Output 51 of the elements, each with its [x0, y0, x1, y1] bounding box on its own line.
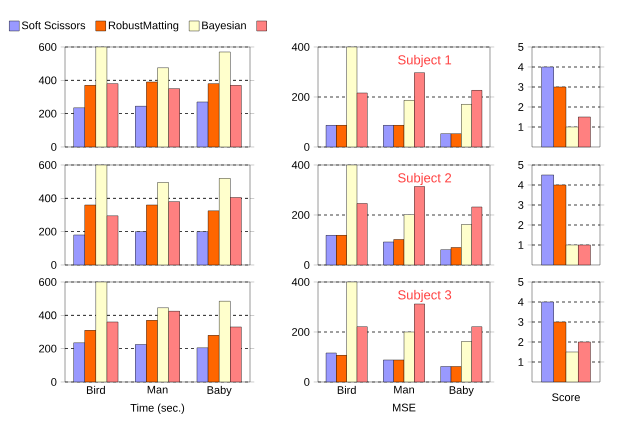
y-tick-label: 4	[518, 63, 524, 71]
x-tick-label: Man	[148, 386, 168, 394]
y-tick-label: 2	[518, 103, 524, 111]
y-tick-label: 400	[38, 194, 56, 202]
y-tick-label: 0	[304, 261, 310, 269]
y-tick-label: 200	[292, 211, 310, 219]
x-axis-title: Time (sec.)	[130, 404, 184, 414]
y-tick-label: 200	[292, 93, 310, 101]
y-tick-label: 400	[292, 161, 310, 169]
y-tick-label: 1	[518, 241, 524, 249]
y-tick-label: 600	[39, 278, 56, 286]
x-tick-label: Bird	[338, 386, 356, 394]
y-tick-label: 2	[518, 221, 524, 229]
x-tick-label: Bird	[86, 386, 105, 394]
y-tick-label: 4	[518, 181, 524, 189]
y-tick-label: 200	[39, 110, 56, 118]
annotation: Subject 3	[398, 290, 452, 302]
y-tick-label: 0	[304, 378, 310, 386]
y-tick-label: 0	[51, 378, 56, 386]
legend-label: Bayesian	[202, 21, 246, 32]
y-tick-label: 4	[518, 298, 524, 306]
y-tick-label: 5	[518, 43, 524, 51]
y-tick-label: 0	[51, 261, 56, 269]
y-tick-label: 3	[518, 318, 524, 326]
y-tick-label: 200	[292, 328, 310, 336]
y-tick-label: 0	[304, 143, 310, 151]
y-tick-label: 0	[51, 143, 56, 151]
y-tick-label: 200	[39, 344, 56, 353]
y-tick-label: 600	[39, 43, 56, 51]
x-tick-label: Man	[394, 386, 414, 394]
y-tick-label: 5	[518, 161, 524, 169]
y-tick-label: 2	[518, 338, 524, 346]
legend-label: Soft Scissors	[22, 21, 86, 30]
x-tick-label: Baby	[208, 386, 232, 396]
y-tick-label: 1	[518, 123, 524, 131]
x-axis-title: MSE	[392, 404, 416, 412]
y-tick-label: 400	[38, 311, 56, 320]
legend-label: RobustMatting	[108, 21, 178, 32]
annotation: Subject 2	[398, 172, 452, 186]
y-tick-label: 400	[292, 278, 310, 286]
y-tick-label: 3	[518, 201, 524, 209]
annotation: Subject 1	[398, 54, 452, 68]
y-tick-label: 400	[292, 43, 310, 51]
x-axis-title: Score	[552, 393, 580, 402]
y-tick-label: 400	[38, 76, 56, 84]
y-tick-label: 3	[518, 83, 524, 91]
y-tick-label: 5	[518, 278, 524, 286]
y-tick-label: 1	[518, 358, 524, 366]
x-tick-label: Baby	[450, 386, 474, 396]
y-tick-label: 200	[39, 228, 56, 236]
y-tick-label: 600	[39, 161, 56, 169]
